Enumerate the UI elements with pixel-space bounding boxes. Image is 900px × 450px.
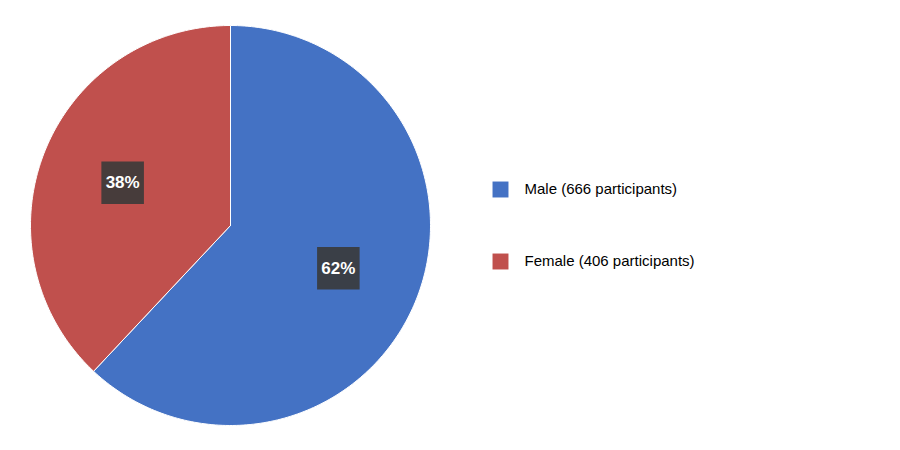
svg-text:Male (666 participants): Male (666 participants)	[525, 180, 678, 197]
svg-text:38%: 38%	[106, 173, 140, 192]
svg-text:Female (406 participants): Female (406 participants)	[525, 252, 695, 269]
svg-text:62%: 62%	[321, 259, 355, 278]
